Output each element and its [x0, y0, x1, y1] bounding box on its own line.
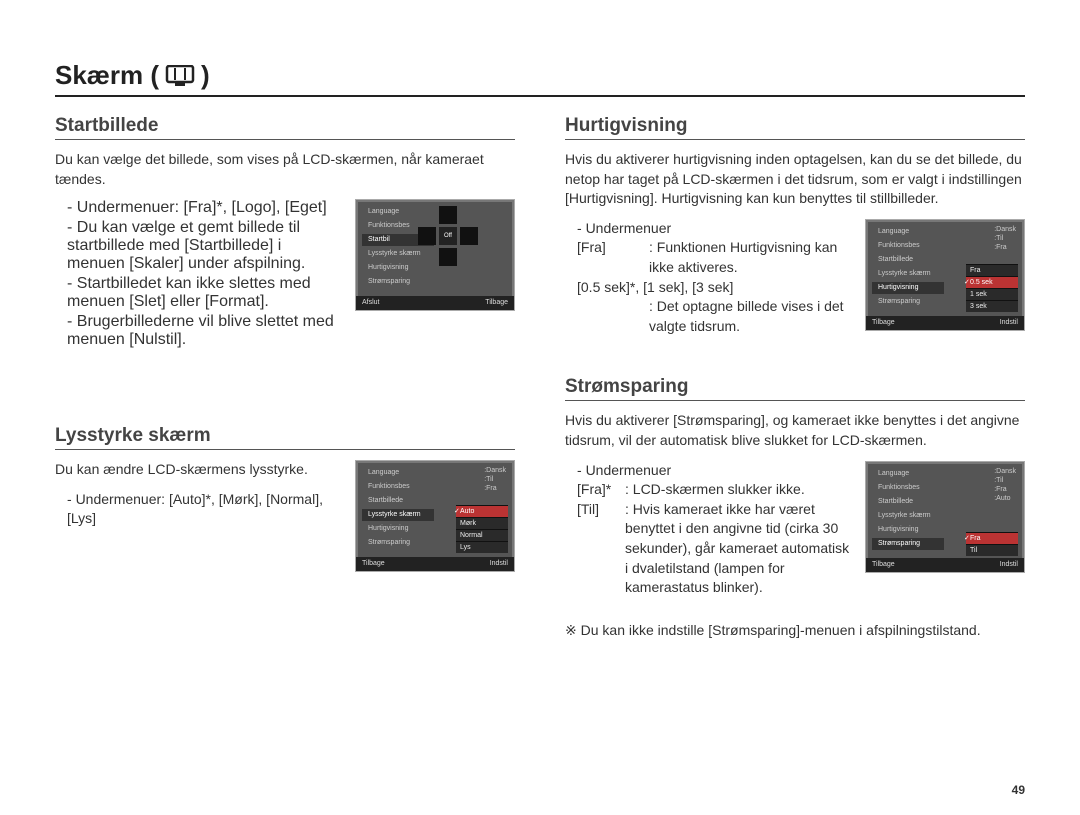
- section-intro: Hvis du aktiverer hurtigvisning inden op…: [565, 150, 1025, 209]
- hurtigvisning-text: - Undermenuer [Fra]: Funktionen Hurtigvi…: [565, 219, 851, 337]
- title-prefix: Skærm (: [55, 60, 159, 91]
- section-intro: Du kan vælge det billede, som vises på L…: [55, 150, 515, 189]
- hurtigvisning-content: - Undermenuer [Fra]: Funktionen Hurtigvi…: [565, 219, 1025, 347]
- section-intro: Hvis du aktiverer [Strømsparing], og kam…: [565, 411, 1025, 450]
- stromsparing-note: ※ Du kan ikke indstille [Strømsparing]-m…: [565, 622, 1025, 639]
- lysstyrke-text: Du kan ændre LCD-skærmens lysstyrke. - U…: [55, 460, 341, 539]
- sub-label: - Undermenuer: [Auto]*, [Mørk], [Normal]…: [55, 490, 341, 529]
- screen-icon: [165, 65, 195, 87]
- section-title-lysstyrke: Lysstyrke skærm: [55, 425, 515, 450]
- page-number: 49: [1012, 783, 1025, 797]
- startbillede-bullets: - Undermenuer: [Fra]*, [Logo], [Eget] - …: [55, 199, 341, 351]
- section-title-hurtigvisning: Hurtigvisning: [565, 115, 1025, 140]
- lysstyrke-content: Du kan ændre LCD-skærmens lysstyrke. - U…: [55, 460, 515, 572]
- stromsparing-screenshot: Language Funktionsbes Startbillede Lysst…: [865, 461, 1025, 573]
- thumb-footer: Afslut Tilbage: [356, 296, 514, 310]
- startbillede-content: - Undermenuer: [Fra]*, [Logo], [Eget] - …: [55, 199, 515, 351]
- section-title-stromsparing: Strømsparing: [565, 376, 1025, 401]
- section-title-startbillede: Startbillede: [55, 115, 515, 140]
- title-suffix: ): [201, 60, 210, 91]
- bullet: - Brugerbillederne vil blive slettet med…: [67, 313, 341, 349]
- right-column: Hurtigvisning Hvis du aktiverer hurtigvi…: [565, 111, 1025, 639]
- stromsparing-content: - Undermenuer [Fra]*: LCD-skærmen slukke…: [565, 461, 1025, 608]
- section-intro: Du kan ændre LCD-skærmens lysstyrke.: [55, 460, 341, 480]
- startbillede-screenshot: Language Funktionsbes Startbil Lysstyrke…: [355, 199, 515, 311]
- page-title: Skærm ( ): [55, 60, 1025, 97]
- bullet: - Du kan vælge et gemt billede til start…: [67, 219, 341, 273]
- stromsparing-text: - Undermenuer [Fra]*: LCD-skærmen slukke…: [565, 461, 851, 598]
- lysstyrke-screenshot: Language Funktionsbes Startbillede Lysst…: [355, 460, 515, 572]
- left-column: Startbillede Du kan vælge det billede, s…: [55, 111, 515, 639]
- bullet: - Undermenuer: [Fra]*, [Logo], [Eget]: [67, 199, 341, 217]
- hurtigvisning-screenshot: Language Funktionsbes Startbillede Lysst…: [865, 219, 1025, 331]
- bullet: - Startbilledet kan ikke slettes med men…: [67, 275, 341, 311]
- thumb-dpad: Off: [416, 204, 480, 268]
- content-columns: Startbillede Du kan vælge det billede, s…: [55, 111, 1025, 639]
